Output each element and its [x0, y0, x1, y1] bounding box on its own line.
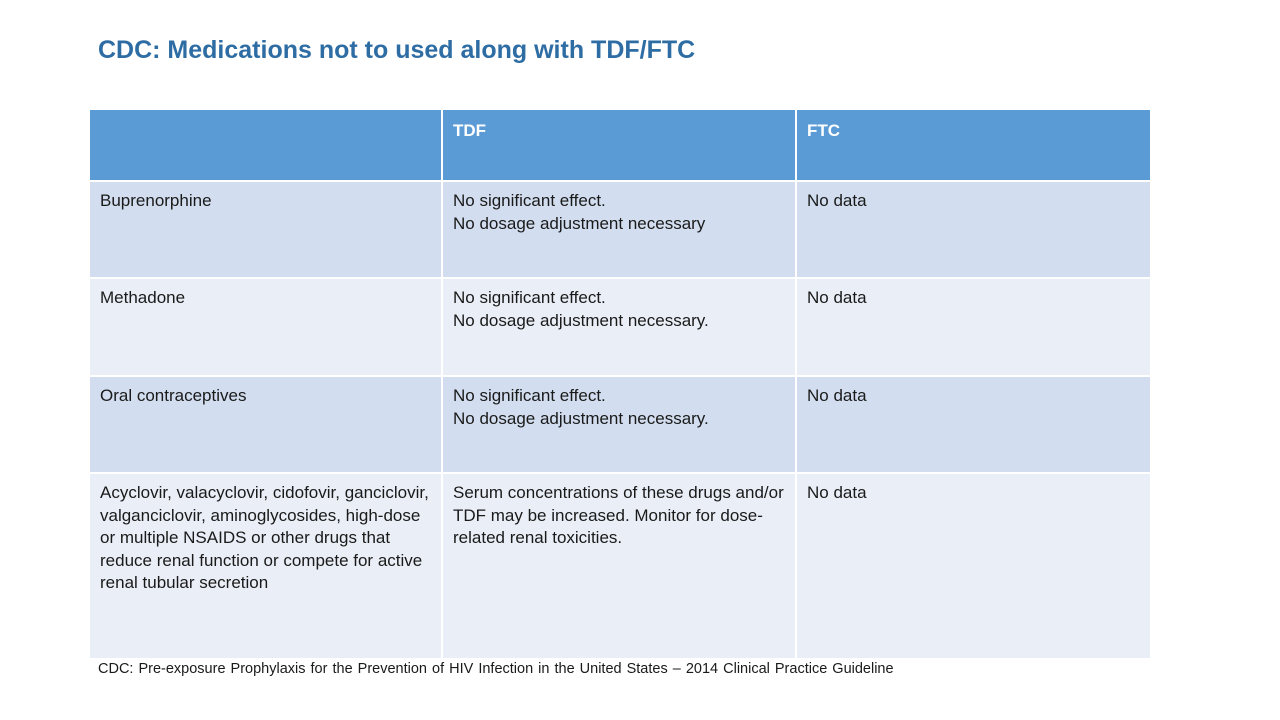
tdf-cell: Serum concentrations of these drugs and/… [441, 472, 797, 660]
tdf-line: No dosage adjustment necessary. [453, 310, 709, 330]
table-row: Methadone No significant effect. No dosa… [88, 277, 1152, 377]
tdf-cell: No significant effect. No dosage adjustm… [441, 180, 797, 279]
tdf-line: No dosage adjustment necessary [453, 213, 706, 233]
ftc-cell: No data [795, 277, 1152, 377]
tdf-line: No significant effect. [453, 288, 606, 307]
tdf-line: No significant effect. [453, 191, 606, 210]
table-row: Oral contraceptives No significant effec… [88, 375, 1152, 474]
table-header-row: TDF FTC [88, 108, 1152, 182]
tdf-cell: No significant effect. No dosage adjustm… [441, 375, 797, 474]
ftc-cell: No data [795, 180, 1152, 279]
slide-title: CDC: Medications not to used along with … [98, 36, 696, 64]
header-medication [88, 108, 443, 182]
tdf-line: No significant effect. [453, 386, 606, 405]
ftc-cell: No data [795, 375, 1152, 474]
table-row: Acyclovir, valacyclovir, cidofovir, ganc… [88, 472, 1152, 660]
medication-cell: Acyclovir, valacyclovir, cidofovir, ganc… [88, 472, 443, 660]
tdf-line: Serum concentrations of these drugs and/… [453, 483, 784, 547]
tdf-cell: No significant effect. No dosage adjustm… [441, 277, 797, 377]
ftc-cell: No data [795, 472, 1152, 660]
source-footnote: CDC: Pre-exposure Prophylaxis for the Pr… [98, 661, 894, 677]
table-row: Buprenorphine No significant effect. No … [88, 180, 1152, 279]
header-ftc: FTC [795, 108, 1152, 182]
medication-cell: Methadone [88, 277, 443, 377]
header-tdf: TDF [441, 108, 797, 182]
medication-cell: Buprenorphine [88, 180, 443, 279]
medication-cell: Oral contraceptives [88, 375, 443, 474]
tdf-line: No dosage adjustment necessary. [453, 408, 709, 428]
medication-interaction-table: TDF FTC Buprenorphine No significant eff… [88, 108, 1152, 660]
